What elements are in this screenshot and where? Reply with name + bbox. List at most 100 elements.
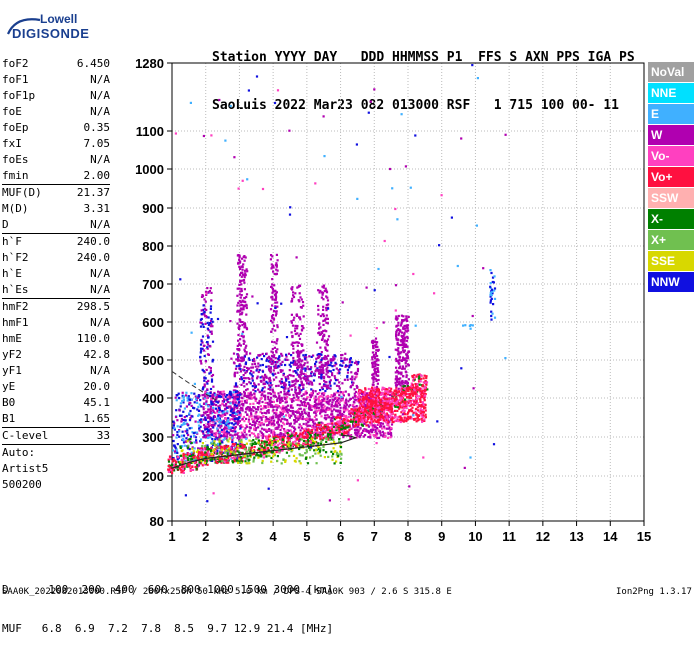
echo-point — [176, 437, 178, 439]
echo-point — [297, 350, 299, 352]
echo-point — [243, 391, 245, 393]
echo-point — [319, 347, 321, 349]
echo-point — [299, 413, 301, 415]
echo-point — [291, 389, 293, 391]
echo-point — [285, 401, 287, 403]
echo-point — [301, 329, 303, 331]
echo-point — [259, 455, 261, 457]
echo-point — [191, 405, 193, 407]
echo-point — [324, 390, 326, 392]
echo-point — [368, 426, 370, 428]
echo-point — [378, 424, 380, 426]
echo-point — [252, 406, 254, 408]
echo-point — [214, 394, 216, 396]
echo-point — [395, 358, 397, 360]
echo-point — [239, 412, 241, 414]
echo-point — [231, 408, 233, 410]
echo-point — [257, 408, 259, 410]
echo-point — [243, 326, 245, 328]
echo-point — [200, 405, 202, 407]
echo-point — [233, 353, 235, 355]
echo-point — [173, 444, 175, 446]
echo-point — [275, 376, 277, 378]
echo-point — [300, 429, 302, 431]
echo-point — [333, 432, 335, 434]
echo-point — [186, 423, 188, 425]
echo-point — [351, 376, 353, 378]
echo-point — [219, 409, 221, 411]
echo-point — [278, 414, 280, 416]
echo-point — [189, 410, 191, 412]
echo-point — [182, 419, 184, 421]
echo-point — [343, 411, 345, 413]
echo-point — [309, 437, 311, 439]
echo-point — [275, 297, 277, 299]
echo-point — [246, 383, 248, 385]
echo-point — [339, 401, 341, 403]
echo-point — [420, 374, 422, 376]
echo-point — [318, 424, 320, 426]
echo-point — [263, 355, 265, 357]
echo-point — [215, 432, 217, 434]
echo-point — [332, 369, 334, 371]
echo-point — [231, 422, 233, 424]
echo-point — [366, 392, 368, 394]
echo-point — [309, 383, 311, 385]
echo-point — [304, 370, 306, 372]
echo-point — [239, 260, 241, 262]
echo-point — [246, 351, 248, 353]
echo-point — [273, 424, 275, 426]
echo-point — [287, 359, 289, 361]
echo-point — [310, 396, 312, 398]
echo-point — [219, 460, 221, 462]
echo-point — [373, 369, 375, 371]
echo-point — [341, 382, 343, 384]
echo-point — [324, 346, 326, 348]
echo-point — [224, 437, 226, 439]
echo-point — [292, 357, 294, 359]
echo-point — [193, 432, 195, 434]
echo-point — [339, 420, 341, 422]
echo-point — [249, 403, 251, 405]
echo-point — [317, 309, 319, 311]
echo-point — [380, 425, 382, 427]
echo-point — [211, 381, 213, 383]
echo-point — [320, 422, 322, 424]
echo-point — [276, 400, 278, 402]
echo-point — [283, 387, 285, 389]
echo-point — [345, 391, 347, 393]
echo-point — [371, 340, 373, 342]
echo-point — [303, 437, 305, 439]
echo-point — [250, 412, 252, 414]
echo-point — [315, 369, 317, 371]
echo-point — [186, 397, 188, 399]
echo-point — [307, 428, 309, 430]
echo-point — [292, 375, 294, 377]
echo-point — [242, 269, 244, 271]
echo-point — [342, 420, 344, 422]
echo-point — [249, 393, 251, 395]
echo-point — [301, 411, 303, 413]
echo-point — [395, 367, 397, 369]
echo-point — [237, 334, 239, 336]
echo-point — [275, 357, 277, 359]
echo-point — [293, 317, 295, 319]
echo-point — [241, 436, 243, 438]
echo-point — [252, 380, 254, 382]
echo-point — [238, 405, 240, 407]
echo-point — [318, 322, 320, 324]
echo-point — [339, 368, 341, 370]
echo-point — [401, 332, 403, 334]
echo-point — [251, 418, 253, 420]
echo-point — [270, 331, 272, 333]
echo-point — [199, 321, 201, 323]
echo-point — [240, 384, 242, 386]
echo-point — [284, 387, 286, 389]
echo-point — [294, 416, 296, 418]
echo-point — [283, 418, 285, 420]
echo-point — [267, 357, 269, 359]
echo-point — [395, 371, 397, 373]
echo-point — [299, 285, 301, 287]
echo-point — [338, 385, 340, 387]
echo-point — [243, 274, 245, 276]
